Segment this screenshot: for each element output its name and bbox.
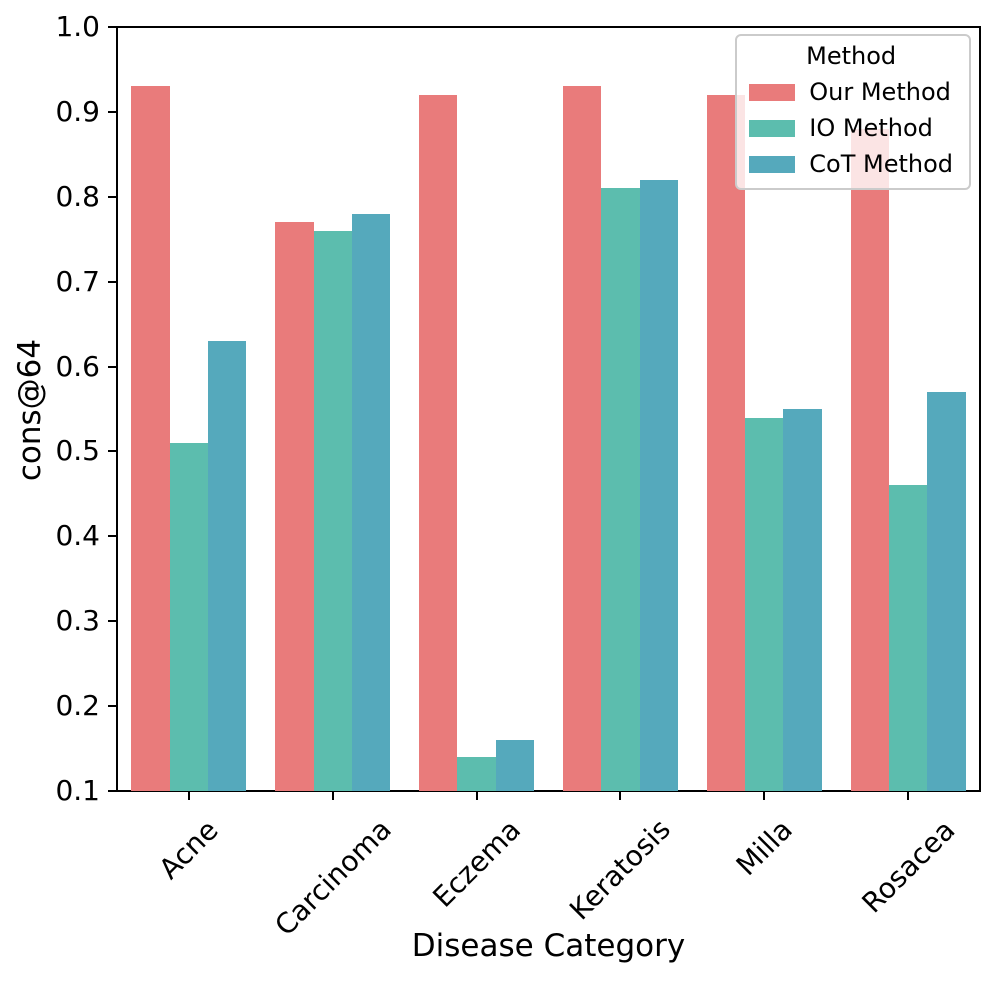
y-tick-label: 0.7 [55,264,100,298]
x-tick-mark [475,791,478,800]
legend-swatch-icon [749,155,796,173]
bar-milla-our-method [706,94,746,791]
x-tick-mark [187,791,190,800]
y-tick-label: 0.1 [55,774,100,807]
y-tick-mark [108,26,117,28]
bar-carcinoma-our-method [275,222,314,791]
bar-rosacea-io-method [888,485,928,791]
bar-eczema-io-method [457,757,496,791]
bar-keratosis-cot-method [639,179,678,791]
x-tick-mark [619,791,622,800]
legend-entry-cot-method: CoT Method [749,150,953,178]
y-tick-label: 0.4 [55,519,100,553]
y-tick-mark [108,790,117,792]
x-tick-label: Eczema [426,812,528,914]
x-tick-label: Carcinoma [268,812,398,943]
x-tick-label: Acne [152,812,225,886]
legend-label: IO Method [809,114,933,142]
y-tick-label: 0.5 [55,434,100,468]
y-tick-mark [108,535,117,538]
legend-entry-our-method: Our Method [749,78,953,106]
y-tick-label: 0.9 [55,94,100,128]
y-tick-label: 0.8 [55,179,100,213]
y-tick-mark [108,705,117,708]
x-tick-mark [331,791,334,800]
x-tick-label: Rosacea [855,813,961,920]
x-tick-label: Milla [729,813,799,883]
bar-milla-io-method [745,417,784,791]
bar-rosacea-cot-method [927,392,966,791]
x-axis-label: Disease Category [411,928,686,964]
y-tick-mark [108,280,117,283]
y-tick-mark [108,620,117,623]
y-tick-mark [108,195,117,198]
y-tick-mark [108,110,117,113]
bar-eczema-cot-method [495,740,535,791]
legend-label: Our Method [809,78,951,106]
bar-acne-io-method [169,442,209,791]
y-tick-mark [108,450,117,453]
bar-keratosis-our-method [562,86,602,791]
x-tick-mark [763,791,766,800]
legend-swatch-icon [749,119,796,137]
plot-area: Method Our Method IO Method CoT Method [116,26,981,792]
bar-carcinoma-io-method [313,230,352,791]
x-tick-label: Keratosis [563,813,678,927]
y-tick-label: 0.3 [55,604,100,638]
bar-rosacea-our-method [850,128,889,791]
legend-title: Method [806,42,897,70]
y-tick-label: 1.0 [55,10,100,43]
legend-label: CoT Method [809,150,953,178]
legend-entry-io-method: IO Method [749,114,953,142]
bar-keratosis-io-method [601,188,640,791]
x-tick-mark [907,791,910,800]
bar-eczema-our-method [419,94,458,791]
legend: Method Our Method IO Method CoT Method [735,34,971,190]
bar-milla-cot-method [783,409,822,791]
y-axis-label: cons@64 [12,338,48,482]
legend-entries: Our Method IO Method CoT Method [749,78,953,178]
y-tick-label: 0.6 [55,349,100,383]
y-tick-mark [108,365,117,368]
bar-carcinoma-cot-method [351,213,391,791]
bar-acne-cot-method [208,341,247,791]
bar-acne-our-method [131,86,170,791]
y-tick-label: 0.2 [55,689,100,723]
legend-swatch-icon [749,83,796,101]
